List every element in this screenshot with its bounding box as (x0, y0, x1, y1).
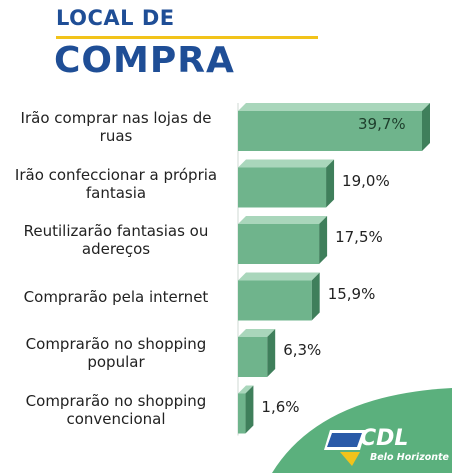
category-label-line: Irão comprar nas lojas de (20, 109, 212, 127)
category-label-line: convencional (66, 409, 166, 428)
category-label-3: Reutilizarão fantasias ou adereços (6, 222, 226, 258)
title-accent-rule (56, 36, 318, 39)
category-label-line: ruas (99, 127, 133, 145)
category-label-line: Reutilizarão fantasias ou (23, 222, 209, 240)
bar-3 (238, 216, 328, 264)
page-title: COMPRA (54, 40, 235, 81)
bar-2 (238, 159, 335, 208)
category-label-line: adereços (81, 240, 151, 258)
value-label-4: 15,9% (327, 284, 376, 303)
bar-4 (238, 272, 320, 321)
category-label-6: Comprarão no shopping convencional (6, 392, 226, 428)
category-label-line: Irão confeccionar a própria (14, 165, 218, 184)
category-label-1: Irão comprar nas lojas de ruas (6, 109, 226, 145)
bar-5 (238, 329, 276, 377)
category-label-2: Irão confeccionar a própria fantasia (6, 166, 226, 202)
value-label-5: 6,3% (283, 341, 322, 359)
bar-1 (238, 103, 430, 151)
value-label-1: 39,7% (358, 115, 406, 133)
category-label-5: Comprarão no shopping popular (6, 335, 226, 371)
category-label-4: Comprarão pela internet (6, 288, 226, 306)
title-line-1: LOCAL DE (56, 6, 175, 30)
category-label-line: Comprarão no shopping (25, 335, 207, 353)
bar-6 (238, 385, 254, 434)
value-label-6: 1,6% (261, 397, 300, 416)
category-label-line: fantasia (85, 183, 147, 202)
category-label-line: Comprarão pela internet (23, 287, 209, 306)
value-label-2: 19,0% (342, 171, 390, 190)
value-label-3: 17,5% (335, 228, 383, 246)
category-label-line: popular (87, 353, 145, 371)
category-label-line: Comprarão no shopping (25, 391, 207, 410)
